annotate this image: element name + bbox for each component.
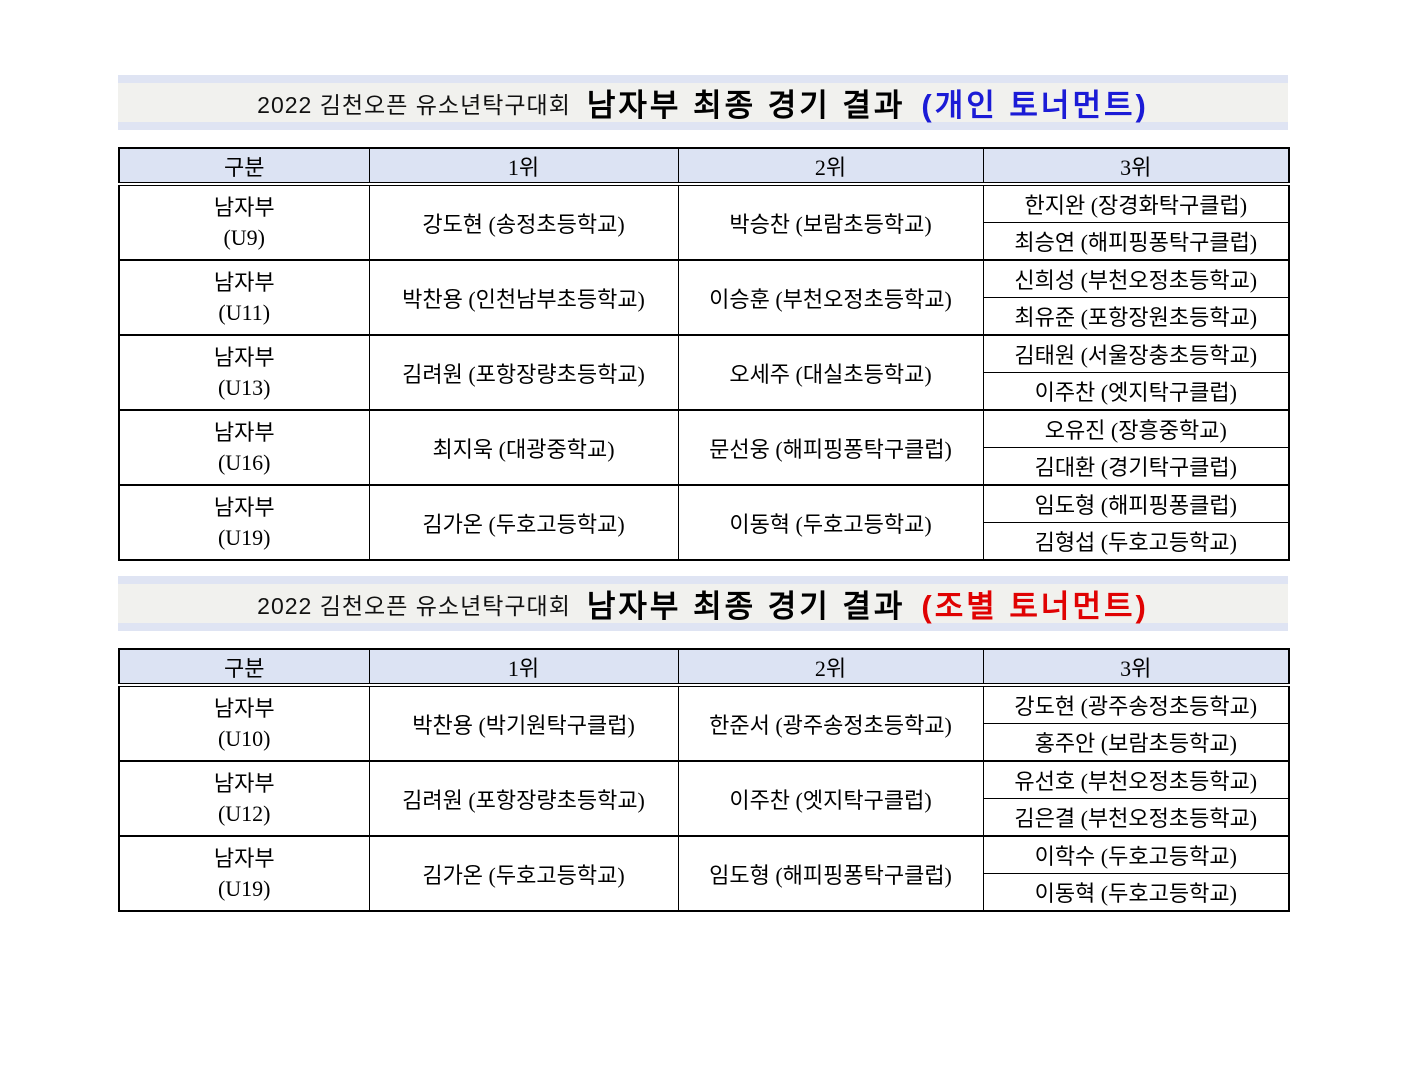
- division-label: 남자부: [213, 695, 275, 721]
- col-header-second: 2위: [677, 147, 984, 186]
- division-age: (U9): [223, 224, 266, 250]
- col-header-second: 2위: [677, 648, 984, 687]
- banner-bottom-strip: [118, 623, 1288, 631]
- division-age: (U10): [217, 725, 271, 751]
- second-place-cell: 박승찬 (보람초등학교): [677, 183, 984, 261]
- banner-top-strip: [118, 75, 1288, 83]
- third-place-cell-2: 이주찬 (엣지탁구클럽): [982, 372, 1290, 411]
- division-label: 남자부: [213, 845, 275, 871]
- first-place-cell: 박찬용 (인천남부초등학교): [368, 259, 679, 336]
- third-place-cell-2: 최승연 (해피핑퐁탁구클럽): [982, 222, 1290, 261]
- division-age: (U16): [217, 449, 271, 475]
- first-place-cell: 김가온 (두호고등학교): [368, 484, 679, 561]
- section1-title: 2022 김천오픈 유소년탁구대회 남자부 최종 경기 결과 (개인 토너먼트): [118, 83, 1288, 123]
- section2-title: 2022 김천오픈 유소년탁구대회 남자부 최종 경기 결과 (조별 토너먼트): [118, 584, 1288, 624]
- second-place-cell: 이동혁 (두호고등학교): [677, 484, 984, 561]
- col-header-first: 1위: [368, 648, 679, 687]
- second-place-cell: 이승훈 (부천오정초등학교): [677, 259, 984, 336]
- table-row: 남자부 (U19) 김가온 (두호고등학교) 임도형 (해피핑퐁탁구클럽) 이학…: [118, 835, 1290, 912]
- division-cell: 남자부 (U9): [118, 183, 370, 261]
- third-place-cell-2: 김은결 (부천오정초등학교): [982, 798, 1290, 837]
- col-header-first: 1위: [368, 147, 679, 186]
- third-place-cell-1: 신희성 (부천오정초등학교): [982, 259, 1290, 298]
- division-cell: 남자부 (U12): [118, 760, 370, 837]
- third-place-cell-2: 김대환 (경기탁구클럽): [982, 447, 1290, 486]
- division-cell: 남자부 (U10): [118, 684, 370, 762]
- results-table-group: 구분 1위 2위 3위 남자부 (U10) 박찬용 (박기원탁구클럽) 한준서 …: [118, 648, 1290, 912]
- table-row: 이주찬 (엣지탁구클럽): [119, 372, 1290, 411]
- division-label: 남자부: [213, 770, 275, 796]
- section2-title-banner: 2022 김천오픈 유소년탁구대회 남자부 최종 경기 결과 (조별 토너먼트): [118, 576, 1288, 631]
- table-row: 남자부 (U19) 김가온 (두호고등학교) 이동혁 (두호고등학교) 임도형 …: [118, 484, 1290, 561]
- title-suffix-group: (조별 토너먼트): [921, 589, 1149, 624]
- table-row: 남자부 (U11) 박찬용 (인천남부초등학교) 이승훈 (부천오정초등학교) …: [118, 259, 1290, 336]
- division-age: (U11): [218, 299, 271, 325]
- first-place-cell: 강도현 (송정초등학교): [368, 183, 679, 261]
- title-suffix-individual: (개인 토너먼트): [921, 88, 1149, 123]
- banner-bottom-strip: [118, 122, 1288, 130]
- third-place-cell-1: 임도형 (해피핑퐁클럽): [982, 484, 1290, 523]
- col-header-division: 구분: [118, 648, 370, 687]
- col-header-third: 3위: [982, 648, 1290, 687]
- division-cell: 남자부 (U13): [118, 334, 370, 411]
- division-age: (U19): [217, 524, 271, 550]
- third-place-cell-2: 이동혁 (두호고등학교): [982, 873, 1290, 912]
- second-place-cell: 오세주 (대실초등학교): [677, 334, 984, 411]
- table-row: 최유준 (포항장원초등학교): [119, 297, 1290, 336]
- col-header-division: 구분: [118, 147, 370, 186]
- first-place-cell: 박찬용 (박기원탁구클럽): [368, 684, 679, 762]
- third-place-cell-2: 홍주안 (보람초등학교): [982, 723, 1290, 762]
- third-place-cell-2: 김형섭 (두호고등학교): [982, 522, 1290, 561]
- table-row: 김대환 (경기탁구클럽): [119, 447, 1290, 486]
- table-row: 남자부 (U12) 김려원 (포항장량초등학교) 이주찬 (엣지탁구클럽) 유선…: [118, 760, 1290, 837]
- title-main: 남자부 최종 경기 결과: [586, 88, 906, 123]
- title-prefix: 2022 김천오픈 유소년탁구대회: [257, 91, 571, 118]
- division-cell: 남자부 (U16): [118, 409, 370, 486]
- division-cell: 남자부 (U11): [118, 259, 370, 336]
- third-place-cell-1: 유선호 (부천오정초등학교): [982, 760, 1290, 799]
- division-age: (U12): [217, 800, 271, 826]
- third-place-cell-1: 오유진 (장흥중학교): [982, 409, 1290, 448]
- third-place-cell-1: 강도현 (광주송정초등학교): [982, 684, 1290, 724]
- third-place-cell-1: 이학수 (두호고등학교): [982, 835, 1290, 874]
- col-header-third: 3위: [982, 147, 1290, 186]
- table-row: 최승연 (해피핑퐁탁구클럽): [119, 222, 1290, 261]
- title-prefix: 2022 김천오픈 유소년탁구대회: [257, 592, 571, 619]
- table-row: 이동혁 (두호고등학교): [119, 873, 1290, 912]
- division-label: 남자부: [213, 419, 275, 445]
- division-age: (U19): [217, 875, 271, 901]
- division-cell: 남자부 (U19): [118, 484, 370, 561]
- table-row: 김은결 (부천오정초등학교): [119, 798, 1290, 837]
- results-table-individual: 구분 1위 2위 3위 남자부 (U9) 강도현 (송정초등학교) 박승찬 (보…: [118, 147, 1290, 561]
- first-place-cell: 김려원 (포항장량초등학교): [368, 760, 679, 837]
- document-page: 2022 김천오픈 유소년탁구대회 남자부 최종 경기 결과 (개인 토너먼트)…: [118, 75, 1290, 912]
- first-place-cell: 최지욱 (대광중학교): [368, 409, 679, 486]
- banner-top-strip: [118, 576, 1288, 584]
- third-place-cell-1: 한지완 (장경화탁구클럽): [982, 183, 1290, 223]
- second-place-cell: 이주찬 (엣지탁구클럽): [677, 760, 984, 837]
- header-row: 구분 1위 2위 3위: [118, 648, 1290, 687]
- division-label: 남자부: [213, 344, 275, 370]
- division-age: (U13): [217, 374, 271, 400]
- table-row: 김형섭 (두호고등학교): [119, 522, 1290, 561]
- third-place-cell-2: 최유준 (포항장원초등학교): [982, 297, 1290, 336]
- division-cell: 남자부 (U19): [118, 835, 370, 912]
- header-row: 구분 1위 2위 3위: [118, 147, 1290, 186]
- section1-title-banner: 2022 김천오픈 유소년탁구대회 남자부 최종 경기 결과 (개인 토너먼트): [118, 75, 1288, 130]
- table-row: 남자부 (U16) 최지욱 (대광중학교) 문선웅 (해피핑퐁탁구클럽) 오유진…: [118, 409, 1290, 486]
- third-place-cell-1: 김태원 (서울장충초등학교): [982, 334, 1290, 373]
- table-row: 남자부 (U13) 김려원 (포항장량초등학교) 오세주 (대실초등학교) 김태…: [118, 334, 1290, 411]
- first-place-cell: 김려원 (포항장량초등학교): [368, 334, 679, 411]
- second-place-cell: 임도형 (해피핑퐁탁구클럽): [677, 835, 984, 912]
- division-label: 남자부: [213, 194, 275, 220]
- second-place-cell: 한준서 (광주송정초등학교): [677, 684, 984, 762]
- table-row: 남자부 (U9) 강도현 (송정초등학교) 박승찬 (보람초등학교) 한지완 (…: [118, 183, 1290, 261]
- second-place-cell: 문선웅 (해피핑퐁탁구클럽): [677, 409, 984, 486]
- title-main: 남자부 최종 경기 결과: [586, 589, 906, 624]
- first-place-cell: 김가온 (두호고등학교): [368, 835, 679, 912]
- division-label: 남자부: [213, 494, 275, 520]
- table-row: 남자부 (U10) 박찬용 (박기원탁구클럽) 한준서 (광주송정초등학교) 강…: [118, 684, 1290, 762]
- division-label: 남자부: [213, 269, 275, 295]
